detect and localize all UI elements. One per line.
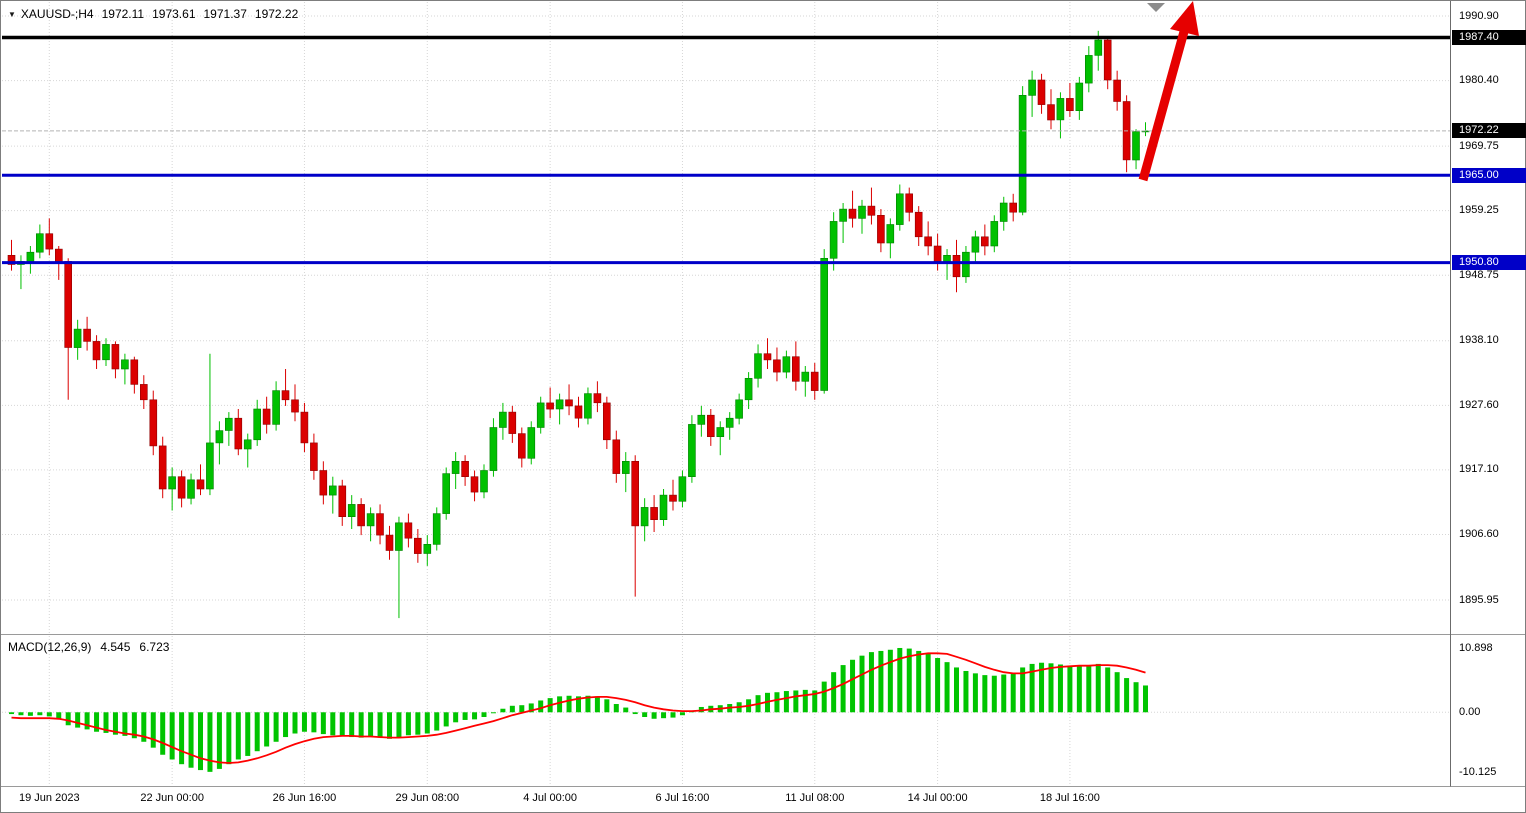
- time-axis-label: 14 Jul 00:00: [907, 792, 968, 804]
- price-axis-label: 1895.95: [1459, 593, 1499, 606]
- time-axis-label: 11 Jul 08:00: [785, 792, 845, 804]
- title-open: 1972.11: [101, 7, 145, 21]
- macd-axis-label: 10.898: [1459, 641, 1493, 654]
- macd-axis-label: 0.00: [1459, 705, 1481, 718]
- macd-name: MACD(12,26,9): [8, 640, 92, 654]
- time-axis-label: 19 Jun 2023: [19, 792, 80, 804]
- time-axis-label: 18 Jul 16:00: [1039, 792, 1100, 804]
- chart-shift-marker-icon[interactable]: [1147, 3, 1165, 12]
- price-axis-label: 1980.40: [1459, 74, 1499, 87]
- price-axis-label: 1917.10: [1459, 463, 1499, 476]
- title-close: 1972.22: [254, 7, 299, 21]
- price-axis-label: 1906.60: [1459, 527, 1499, 540]
- symbol-dropdown-icon[interactable]: ▼: [8, 9, 16, 19]
- price-axis-label: 1948.75: [1459, 268, 1499, 281]
- title-low: 1971.37: [203, 7, 247, 21]
- price-axis-label: 1969.75: [1459, 139, 1499, 152]
- time-axis[interactable]: 19 Jun 2023 22 Jun 00:00 26 Jun 16:00 29 Ju…: [0, 788, 1526, 813]
- title-symbol-period: XAUUSD-;H4: [20, 7, 94, 21]
- price-tag: 1950.80: [1452, 255, 1526, 271]
- trend-arrow-annotation[interactable]: [1138, 1, 1199, 182]
- time-axis-label: 22 Jun 00:00: [140, 792, 204, 804]
- macd-value-signal: 6.723: [139, 640, 170, 654]
- price-axis-label: 1990.90: [1459, 9, 1499, 22]
- time-axis-label: 26 Jun 16:00: [272, 792, 337, 804]
- title-high: 1973.61: [152, 7, 196, 21]
- macd-signal-line: [11, 652, 1146, 764]
- price-tag: 1965.00: [1452, 167, 1526, 183]
- macd-axis-label: -10.125: [1459, 765, 1497, 778]
- grid-lines: [2, 2, 1450, 786]
- time-axis-label: 4 Jul 00:00: [523, 792, 578, 804]
- macd-indicator-label: MACD(12,26,9) 4.545 6.723: [8, 640, 169, 654]
- price-axis-label: 1927.60: [1459, 398, 1499, 411]
- chart-title: ▼ XAUUSD-;H4 1972.11 1973.61 1971.37 197…: [8, 7, 298, 21]
- price-axis-label: 1938.10: [1459, 334, 1499, 347]
- candles: [7, 30, 1150, 619]
- price-axis-label: 1959.25: [1459, 204, 1499, 217]
- time-axis-label: 29 Jun 08:00: [395, 792, 460, 804]
- time-axis-label: 6 Jul 16:00: [655, 792, 710, 804]
- macd-histogram: [9, 647, 1148, 772]
- price-axis[interactable]: 1990.90 1980.40 1969.75 1959.25 1948.75 1938.…: [1452, 0, 1526, 787]
- price-tag: 1972.22: [1452, 123, 1526, 139]
- macd-value-main: 4.545: [100, 640, 131, 654]
- price-tag: 1987.40: [1452, 30, 1526, 46]
